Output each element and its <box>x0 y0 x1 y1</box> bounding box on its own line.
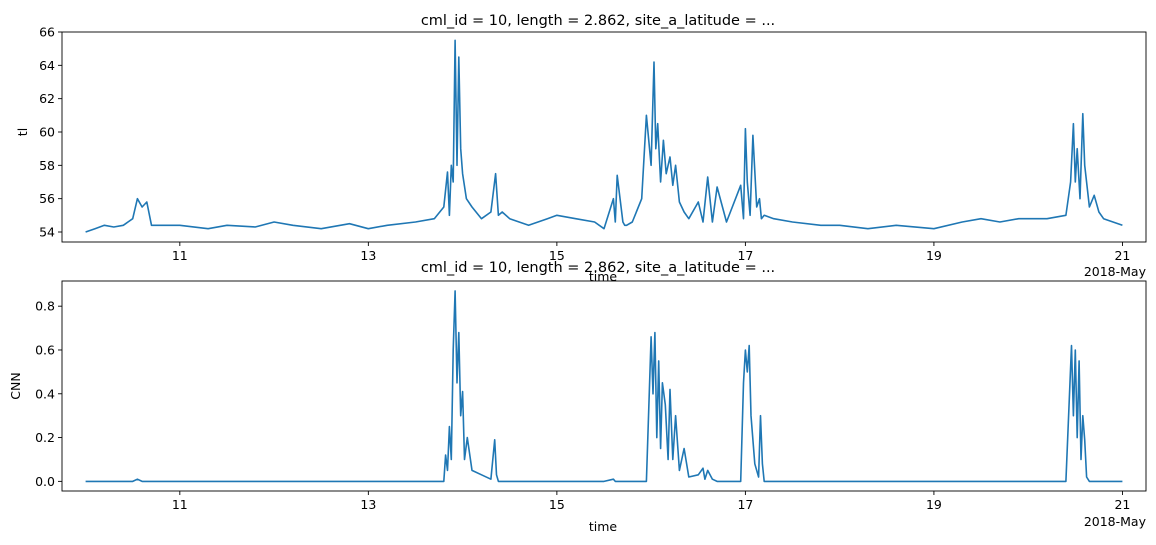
top-y-tick-label: 66 <box>39 25 55 40</box>
bottom-x-offset-label: 2018-May <box>1084 514 1147 529</box>
bottom-y-axis-label: CNN <box>8 372 23 399</box>
top-y-tick-label: 56 <box>39 191 55 206</box>
bottom-x-axis-label: time <box>589 519 618 534</box>
top-y-tick-label: 54 <box>39 225 55 240</box>
bottom-subplot: cml_id = 10, length = 2.862, site_a_lati… <box>8 260 1147 534</box>
top-y-tick-label: 60 <box>39 125 55 140</box>
top-y-tick-label: 64 <box>39 58 55 73</box>
top-x-axis-label: time <box>589 269 618 284</box>
top-x-tick-label: 19 <box>926 248 942 263</box>
bottom-y-tick-label: 0.8 <box>35 299 55 314</box>
top-x-tick-label: 15 <box>549 248 565 263</box>
bottom-x-tick-label: 17 <box>737 497 753 512</box>
bottom-x-tick-label: 13 <box>360 497 376 512</box>
bottom-y-tick-label: 0.4 <box>35 386 55 401</box>
bottom-plot-area <box>85 290 1123 483</box>
bottom-y-tick-label: 0.0 <box>35 474 55 489</box>
bottom-ticks: 11 13 15 17 19 21 0.0 0.2 0.4 0.6 0.8 <box>35 299 1130 512</box>
top-y-tick-label: 58 <box>39 158 55 173</box>
bottom-chart-title: cml_id = 10, length = 2.862, site_a_lati… <box>421 260 775 276</box>
bottom-series-line-0 <box>85 290 1123 483</box>
top-subplot: cml_id = 10, length = 2.862, site_a_lati… <box>15 13 1147 284</box>
top-ticks: 11 13 15 17 19 21 54 56 58 60 62 64 66 <box>39 25 1130 264</box>
top-plot-area <box>85 39 1123 233</box>
top-x-tick-label: 11 <box>172 248 188 263</box>
top-x-tick-label: 21 <box>1114 248 1130 263</box>
top-x-tick-label: 17 <box>737 248 753 263</box>
top-x-tick-label: 13 <box>360 248 376 263</box>
bottom-y-tick-label: 0.6 <box>35 342 55 357</box>
bottom-y-tick-label: 0.2 <box>35 430 55 445</box>
top-y-axis-label: tl <box>15 128 30 136</box>
bottom-x-tick-label: 19 <box>926 497 942 512</box>
top-y-tick-label: 62 <box>39 91 55 106</box>
bottom-axes-frame <box>61 280 1147 492</box>
bottom-x-tick-label: 11 <box>172 497 188 512</box>
bottom-x-tick-label: 21 <box>1114 497 1130 512</box>
top-series-line-0 <box>85 39 1123 233</box>
top-axes-frame <box>61 31 1147 243</box>
bottom-x-tick-label: 15 <box>549 497 565 512</box>
top-chart-title: cml_id = 10, length = 2.862, site_a_lati… <box>421 13 775 29</box>
top-x-offset-label: 2018-May <box>1084 264 1147 279</box>
